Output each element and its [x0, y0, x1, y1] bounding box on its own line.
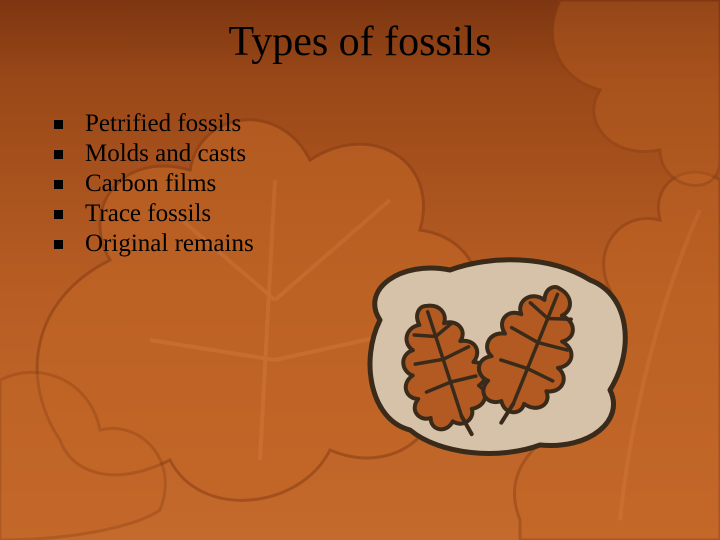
- list-item: Petrified fossils: [54, 110, 254, 138]
- slide: Types of fossils Petrified fossils Molds…: [0, 0, 720, 540]
- bullet-icon: [54, 150, 63, 159]
- bullet-list: Petrified fossils Molds and casts Carbon…: [54, 110, 254, 260]
- list-item: Original remains: [54, 230, 254, 258]
- leaves-clipart: [350, 250, 640, 460]
- list-item-label: Petrified fossils: [85, 110, 241, 138]
- bullet-icon: [54, 240, 63, 249]
- slide-title: Types of fossils: [0, 18, 720, 66]
- bullet-icon: [54, 120, 63, 129]
- list-item-label: Carbon films: [85, 170, 216, 198]
- list-item: Molds and casts: [54, 140, 254, 168]
- bullet-icon: [54, 210, 63, 219]
- list-item: Trace fossils: [54, 200, 254, 228]
- list-item-label: Original remains: [85, 230, 254, 258]
- list-item-label: Molds and casts: [85, 140, 246, 168]
- bullet-icon: [54, 180, 63, 189]
- list-item-label: Trace fossils: [85, 200, 211, 228]
- list-item: Carbon films: [54, 170, 254, 198]
